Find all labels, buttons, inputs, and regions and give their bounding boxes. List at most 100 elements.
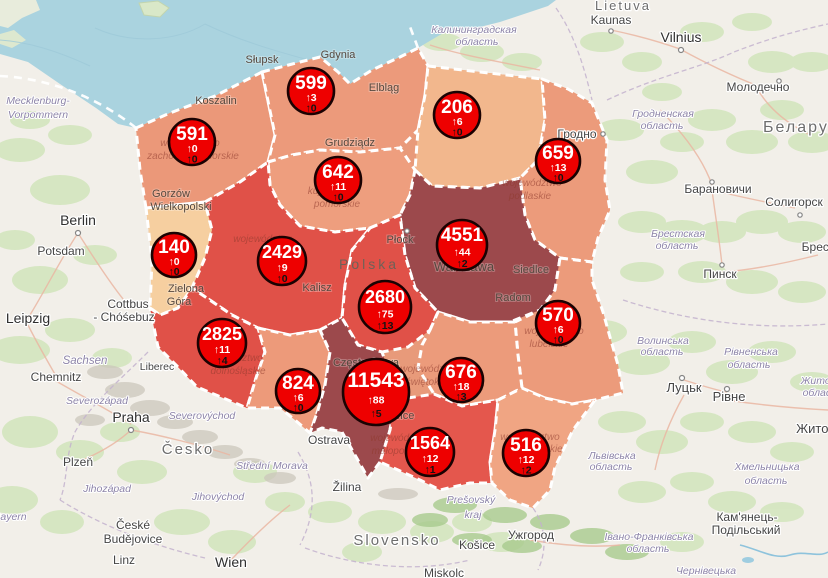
svg-text:pomorskie: pomorskie bbox=[313, 199, 361, 210]
svg-text:516: 516 bbox=[510, 435, 542, 456]
svg-text:Linz: Linz bbox=[113, 553, 135, 567]
marker-swietokrzyskie[interactable]: 676 ↑18 ↑3 bbox=[437, 356, 485, 404]
svg-text:Gdynia: Gdynia bbox=[321, 49, 357, 61]
svg-text:↑0: ↑0 bbox=[552, 172, 563, 184]
marker-mazowieckie[interactable]: 4551 ↑44 ↑2 bbox=[435, 218, 489, 272]
svg-text:Львівська: Львівська bbox=[587, 450, 636, 462]
svg-text:- Chóśebuz: - Chóśebuz bbox=[93, 310, 154, 324]
svg-text:область: область bbox=[745, 475, 788, 487]
svg-text:Praha: Praha bbox=[112, 409, 150, 425]
forest-patches bbox=[0, 13, 828, 562]
svg-text:Молодечно: Молодечно bbox=[727, 80, 790, 94]
svg-text:Житомир: Житомир bbox=[796, 421, 828, 436]
svg-text:206: 206 bbox=[441, 97, 473, 118]
marker-zachodniopomorskie[interactable]: 591 ↑0 ↑0 bbox=[167, 117, 217, 167]
svg-text:Slovensko: Slovensko bbox=[353, 532, 440, 549]
svg-text:642: 642 bbox=[322, 162, 354, 183]
svg-text:Cottbus: Cottbus bbox=[107, 297, 148, 311]
marker-kujawsko-pomorskie[interactable]: 642 ↑11 ↑0 bbox=[313, 155, 363, 205]
svg-text:Gorzów: Gorzów bbox=[152, 188, 190, 200]
marker-slaskie[interactable]: 11543 ↑88 ↑5 bbox=[341, 357, 411, 427]
svg-text:570: 570 bbox=[542, 305, 574, 326]
svg-text:2429: 2429 bbox=[262, 242, 302, 262]
foreign-city-labels: Berlin Potsdam Cottbus - Chóśebuz Leipzi… bbox=[5, 12, 828, 578]
svg-text:11543: 11543 bbox=[347, 369, 404, 392]
svg-text:↑44: ↑44 bbox=[454, 247, 471, 259]
svg-text:Mecklenburg-: Mecklenburg- bbox=[6, 95, 70, 107]
svg-text:Чернівецька: Чернівецька bbox=[676, 565, 736, 577]
svg-text:Bayern: Bayern bbox=[0, 511, 27, 523]
svg-text:4551: 4551 bbox=[441, 225, 484, 246]
svg-text:2825: 2825 bbox=[202, 324, 242, 344]
svg-text:↑0: ↑0 bbox=[292, 402, 303, 414]
svg-text:область: область bbox=[641, 120, 684, 132]
covid-markers: 591 ↑0 ↑0 599 ↑3 ↑0 206 ↑6 ↑0 659 ↑13 ↑0… bbox=[150, 66, 582, 478]
maritime-border-dashed bbox=[0, 74, 137, 130]
svg-text:2680: 2680 bbox=[365, 287, 405, 307]
svg-text:↑2: ↑2 bbox=[520, 465, 531, 477]
svg-text:Ужгород: Ужгород bbox=[508, 528, 554, 542]
svg-text:↑88: ↑88 bbox=[368, 395, 385, 407]
svg-text:Беларусь: Беларусь bbox=[763, 119, 828, 136]
svg-text:Vilnius: Vilnius bbox=[661, 29, 702, 45]
svg-text:Lietuva: Lietuva bbox=[595, 0, 651, 13]
svg-text:Severozápad: Severozápad bbox=[66, 395, 129, 407]
svg-text:Калининградская: Калининградская bbox=[431, 24, 517, 36]
svg-text:Солигорск: Солигорск bbox=[765, 195, 823, 209]
region-warminsko-mazurskie[interactable] bbox=[413, 64, 547, 190]
svg-text:Słupsk: Słupsk bbox=[245, 54, 279, 66]
marker-wielkopolskie[interactable]: 2429 ↑9 ↑0 bbox=[256, 235, 308, 287]
marker-podkarpackie[interactable]: 516 ↑12 ↑2 bbox=[501, 428, 551, 478]
svg-text:Луцьк: Луцьк bbox=[666, 380, 701, 395]
svg-text:область: область bbox=[590, 461, 633, 473]
svg-text:Брестская: Брестская bbox=[651, 228, 705, 240]
svg-text:область: область bbox=[656, 240, 699, 252]
marker-lubelskie[interactable]: 570 ↑6 ↑0 bbox=[534, 299, 582, 347]
svg-text:↑11: ↑11 bbox=[330, 181, 347, 193]
svg-text:область: область bbox=[641, 346, 684, 358]
svg-text:Хмельницька: Хмельницька bbox=[733, 461, 799, 473]
svg-text:↑75: ↑75 bbox=[377, 309, 394, 321]
svg-text:Івано-Франківська: Івано-Франківська bbox=[604, 531, 693, 543]
svg-text:Radom: Radom bbox=[495, 292, 530, 304]
svg-text:область: область bbox=[627, 543, 670, 555]
baltic-sea bbox=[0, 0, 556, 128]
svg-text:↑18: ↑18 bbox=[453, 381, 470, 393]
svg-text:↑3: ↑3 bbox=[455, 391, 466, 403]
marker-malopolskie[interactable]: 1564 ↑12 ↑1 bbox=[404, 426, 456, 478]
marker-lubuskie[interactable]: 140 ↑0 ↑0 bbox=[150, 231, 198, 279]
svg-text:Płock: Płock bbox=[387, 234, 414, 246]
svg-text:↑9: ↑9 bbox=[276, 262, 287, 274]
marker-pomorskie[interactable]: 599 ↑3 ↑0 bbox=[286, 66, 336, 116]
svg-text:Пинск: Пинск bbox=[703, 267, 737, 281]
svg-text:Житомирська: Житомирська bbox=[800, 375, 828, 387]
svg-text:↑0: ↑0 bbox=[451, 127, 462, 139]
svg-text:Koszalin: Koszalin bbox=[195, 95, 237, 107]
svg-text:Рівненська: Рівненська bbox=[724, 346, 778, 358]
svg-text:↑11: ↑11 bbox=[214, 344, 231, 356]
svg-text:Барановичи: Барановичи bbox=[684, 182, 751, 196]
marker-podlaskie[interactable]: 659 ↑13 ↑0 bbox=[534, 137, 582, 185]
svg-text:Střední Morava: Střední Morava bbox=[236, 460, 308, 472]
svg-text:↑6: ↑6 bbox=[451, 116, 462, 128]
marker-lodzkie[interactable]: 2680 ↑75 ↑13 bbox=[357, 279, 413, 335]
marker-dolnoslaskie[interactable]: 2825 ↑11 ↑4 bbox=[196, 317, 248, 369]
svg-text:Sachsen: Sachsen bbox=[63, 355, 108, 367]
svg-text:dolnośląskie: dolnośląskie bbox=[210, 366, 265, 377]
svg-text:Prešovský: Prešovský bbox=[447, 494, 496, 506]
mountain-shading bbox=[75, 365, 418, 500]
marker-opolskie[interactable]: 824 ↑6 ↑0 bbox=[274, 367, 322, 415]
svg-text:↑0: ↑0 bbox=[552, 334, 563, 346]
svg-text:↑0: ↑0 bbox=[168, 266, 179, 278]
marker-warminsko-mazurskie[interactable]: 206 ↑6 ↑0 bbox=[432, 90, 482, 140]
svg-text:659: 659 bbox=[542, 143, 574, 164]
roads bbox=[27, 29, 828, 561]
svg-text:Miskolc: Miskolc bbox=[424, 566, 464, 578]
svg-text:↑0: ↑0 bbox=[168, 256, 179, 268]
svg-text:Гродно: Гродно bbox=[557, 127, 597, 141]
svg-text:Potsdam: Potsdam bbox=[37, 244, 84, 258]
svg-text:podlaskie: podlaskie bbox=[508, 191, 552, 202]
svg-text:Severovýchod: Severovýchod bbox=[169, 410, 237, 422]
